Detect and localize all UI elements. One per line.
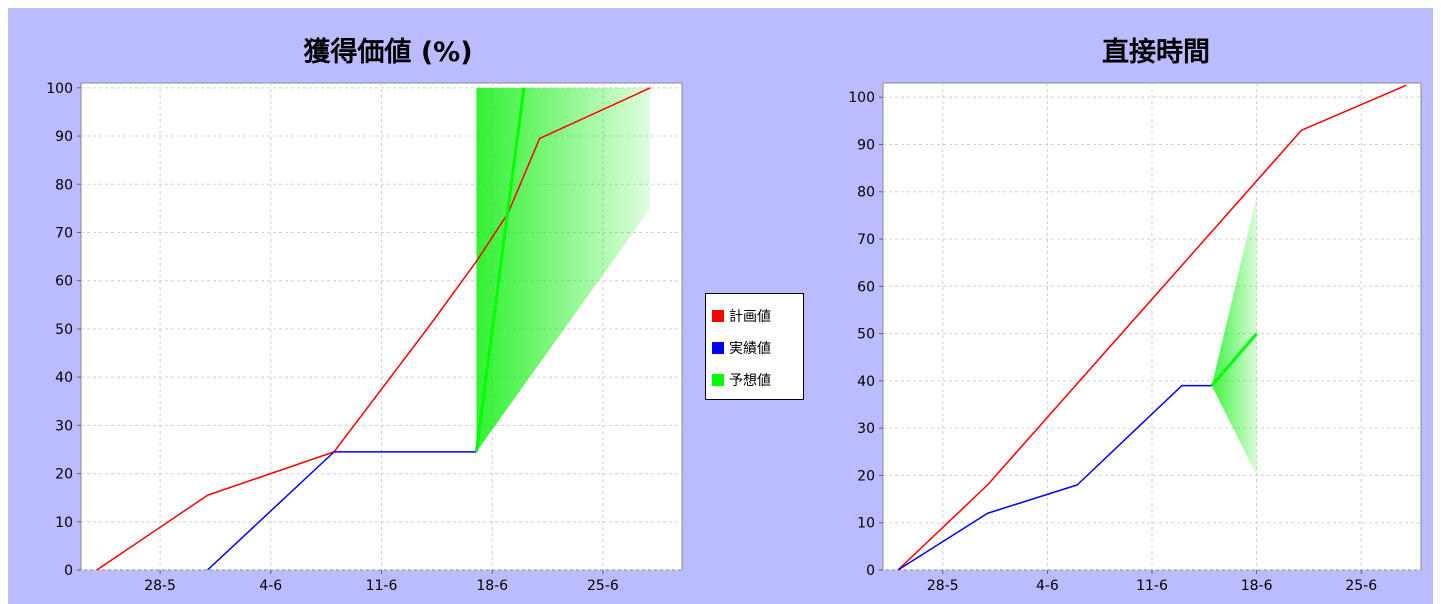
dt-forecast-range-band <box>1211 196 1257 476</box>
dt-forecast-series-line <box>1210 332 1258 387</box>
chart-panel: 獲得価値 (%) 直接時間 0 10 20 30 40 50 60 70 80 90 100 28-5… <box>8 8 1433 604</box>
ev-y-tick-label: 60 <box>55 274 73 290</box>
dt-x-tick-label: 11-6 <box>1136 578 1168 594</box>
dt-x-tick-label: 18-6 <box>1241 578 1273 594</box>
ev-x-tick-label: 28-5 <box>144 578 176 594</box>
legend-label-actual: 実績値 <box>729 341 771 357</box>
ev-y-tick-label: 70 <box>55 225 73 241</box>
ev-y-tick-label: 90 <box>55 129 73 145</box>
dt-x-tick-label: 4-6 <box>1036 578 1059 594</box>
ev-x-tick-label: 18-6 <box>476 578 508 594</box>
legend-swatch-forecast <box>712 374 724 386</box>
legend-swatch-actual <box>712 342 724 354</box>
ev-y-tick-label: 80 <box>55 177 73 193</box>
ev-x-tick-label: 4-6 <box>259 578 282 594</box>
dt-y-tick-label: 40 <box>857 374 875 390</box>
ev-y-tick-label: 30 <box>55 418 73 434</box>
dt-y-tick-label: 100 <box>848 90 875 106</box>
direct-time-chart: 0 10 20 30 40 50 60 70 80 90 100 28-5 4-6 11-6 18-6 25-… <box>848 82 1422 594</box>
ev-y-tick-label: 50 <box>55 322 73 338</box>
ev-y-tick-label: 10 <box>55 515 73 531</box>
chart-legend: 計画値 実績値 予想値 <box>705 293 804 400</box>
ev-actual-series-line <box>207 451 477 570</box>
dt-y-tick-label: 70 <box>857 232 875 248</box>
dt-y-tick-label: 80 <box>857 185 875 201</box>
legend-label-plan: 計画値 <box>729 309 771 325</box>
dt-y-tick-label: 30 <box>857 421 875 437</box>
legend-item-actual: 実績値 <box>706 332 803 364</box>
ev-forecast-series-line <box>474 87 526 453</box>
dt-x-tick-label: 25-6 <box>1345 578 1377 594</box>
ev-x-tick-label: 11-6 <box>366 578 398 594</box>
ev-y-tick-label: 20 <box>55 467 73 483</box>
ev-plan-series-line <box>96 87 651 570</box>
dt-y-tick-label: 90 <box>857 137 875 153</box>
dt-actual-series-line <box>897 384 1212 570</box>
direct-time-chart-title: 直接時間 <box>1102 37 1210 68</box>
dt-y-tick-label: 10 <box>857 516 875 532</box>
legend-swatch-plan <box>712 310 724 322</box>
dt-y-tick-label: 60 <box>857 279 875 295</box>
dt-x-tick-label: 28-5 <box>927 578 959 594</box>
ev-y-tick-label: 100 <box>46 81 73 97</box>
legend-label-forecast: 予想値 <box>729 373 771 389</box>
legend-item-plan: 計画値 <box>706 300 803 332</box>
ev-forecast-range-band <box>476 87 651 452</box>
dt-y-tick-label: 0 <box>866 563 875 579</box>
ev-x-tick-label: 25-6 <box>587 578 619 594</box>
ev-y-tick-label: 40 <box>55 370 73 386</box>
ev-y-tick-label: 0 <box>64 563 73 579</box>
dt-plan-series-line <box>897 84 1407 570</box>
dt-plot-area <box>882 82 1422 571</box>
earned-value-chart: 0 10 20 30 40 50 60 70 80 90 100 28-5 4-6 11-6 18-6 25-… <box>46 81 683 594</box>
dt-y-tick-label: 20 <box>857 468 875 484</box>
legend-item-forecast: 予想値 <box>706 364 803 396</box>
dt-y-tick-label: 50 <box>857 327 875 343</box>
earned-value-chart-title: 獲得価値 (%) <box>303 37 473 68</box>
